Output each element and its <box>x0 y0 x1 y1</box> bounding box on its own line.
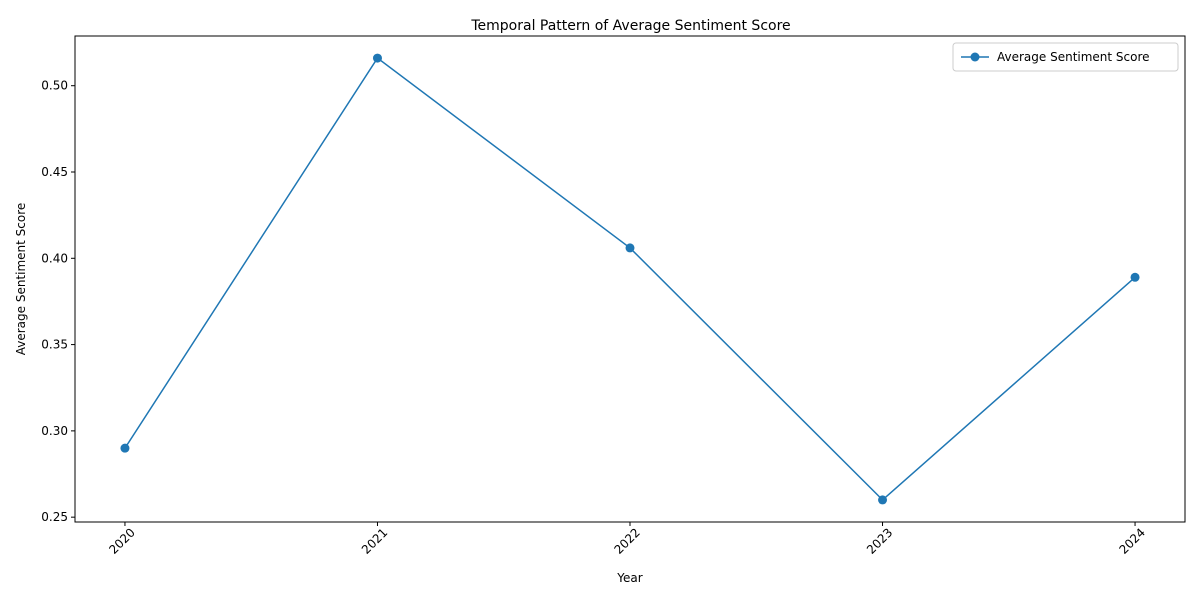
x-tick-label: 2024 <box>1116 525 1147 556</box>
y-tick-label: 0.25 <box>41 510 68 524</box>
data-point <box>878 495 888 505</box>
y-tick-label: 0.30 <box>41 424 68 438</box>
plot-area <box>120 53 1140 505</box>
data-point <box>625 243 635 253</box>
series-line <box>124 57 1136 501</box>
y-axis: 0.25 0.30 0.35 0.40 0.45 0.50 <box>41 79 75 524</box>
x-tick-label: 2023 <box>864 525 895 556</box>
data-point <box>1130 272 1140 282</box>
data-point <box>372 53 382 63</box>
y-axis-label: Average Sentiment Score <box>14 203 28 356</box>
x-tick-label: 2020 <box>106 525 137 556</box>
legend-box <box>952 42 1179 72</box>
legend-label: Average Sentiment Score <box>997 50 1150 64</box>
y-tick-label: 0.35 <box>41 338 68 352</box>
y-tick-label: 0.40 <box>41 251 68 265</box>
data-point <box>120 443 130 453</box>
x-tick-label: 2022 <box>611 525 642 556</box>
legend: Average Sentiment Score <box>952 42 1179 72</box>
x-tick-label: 2021 <box>359 525 390 556</box>
x-axis-label: Year <box>616 571 642 585</box>
y-tick-label: 0.45 <box>41 165 68 179</box>
x-axis: 2020 2021 2022 2023 2024 <box>106 522 1148 557</box>
axes-frame <box>74 35 1186 523</box>
y-tick-label: 0.50 <box>41 79 68 93</box>
legend-marker-icon <box>970 52 980 62</box>
chart-title: Temporal Pattern of Average Sentiment Sc… <box>470 18 790 34</box>
